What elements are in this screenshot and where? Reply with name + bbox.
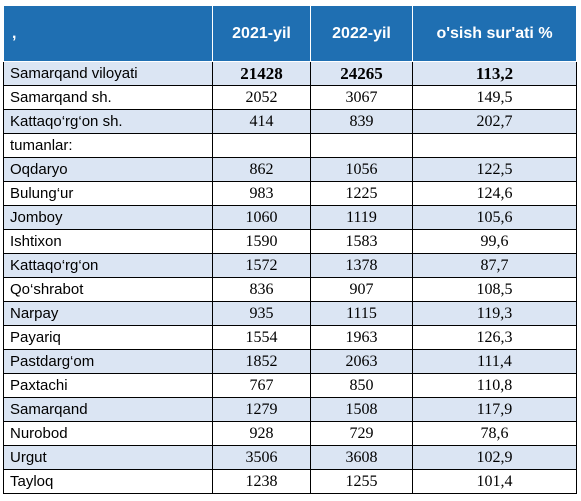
value-2022-cell: 1225 bbox=[310, 181, 413, 206]
header-region: , bbox=[3, 5, 213, 62]
region-name-cell: Kattaqo‘rg‘on sh. bbox=[3, 109, 213, 134]
table-row: Kattaqo‘rg‘on sh. 414 839 202,7 bbox=[3, 109, 577, 134]
value-2021-cell: 1060 bbox=[212, 205, 311, 230]
table-row: Kattaqo‘rg‘on 1572 1378 87,7 bbox=[3, 253, 577, 278]
table-row: Urgut 3506 3608 102,9 bbox=[3, 445, 577, 470]
value-2021-cell: 862 bbox=[212, 157, 311, 182]
table-row: Samarqand viloyati 21428 24265 113,2 bbox=[3, 61, 577, 86]
value-2021-cell: 935 bbox=[212, 301, 311, 326]
region-name-cell: Jomboy bbox=[3, 205, 213, 230]
region-name-cell: Qo‘shrabot bbox=[3, 277, 213, 302]
growth-rate-cell bbox=[412, 133, 577, 158]
value-2021-cell: 928 bbox=[212, 421, 311, 446]
value-2021-cell: 1238 bbox=[212, 469, 311, 494]
value-2022-cell: 1255 bbox=[310, 469, 413, 494]
value-2021-cell: 1554 bbox=[212, 325, 311, 350]
region-name-cell: tumanlar: bbox=[3, 133, 213, 158]
value-2021-cell bbox=[212, 133, 311, 158]
value-2022-cell: 1963 bbox=[310, 325, 413, 350]
region-name-cell: Paxtachi bbox=[3, 373, 213, 398]
region-name-cell: Kattaqo‘rg‘on bbox=[3, 253, 213, 278]
header-row: , 2021-yil 2022-yil o'sish sur'ati % bbox=[3, 5, 577, 62]
table-row: tumanlar: bbox=[3, 133, 577, 158]
growth-rate-cell: 122,5 bbox=[412, 157, 577, 182]
value-2022-cell: 1378 bbox=[310, 253, 413, 278]
value-2022-cell: 1119 bbox=[310, 205, 413, 230]
value-2022-cell: 907 bbox=[310, 277, 413, 302]
region-name-cell: Samarqand viloyati bbox=[3, 61, 213, 86]
region-name-cell: Samarqand sh. bbox=[3, 85, 213, 110]
value-2021-cell: 21428 bbox=[212, 61, 311, 86]
value-2022-cell: 1115 bbox=[310, 301, 413, 326]
growth-rate-cell: 149,5 bbox=[412, 85, 577, 110]
region-name-cell: Bulung‘ur bbox=[3, 181, 213, 206]
growth-rate-cell: 101,4 bbox=[412, 469, 577, 494]
region-name-cell: Nurobod bbox=[3, 421, 213, 446]
value-2021-cell: 983 bbox=[212, 181, 311, 206]
growth-rate-cell: 117,9 bbox=[412, 397, 577, 422]
value-2021-cell: 1279 bbox=[212, 397, 311, 422]
table-row: Bulung‘ur 983 1225 124,6 bbox=[3, 181, 577, 206]
value-2022-cell: 3067 bbox=[310, 85, 413, 110]
value-2021-cell: 836 bbox=[212, 277, 311, 302]
growth-rate-cell: 108,5 bbox=[412, 277, 577, 302]
table-row: Samarqand sh. 2052 3067 149,5 bbox=[3, 85, 577, 110]
region-name-cell: Pastdarg‘om bbox=[3, 349, 213, 374]
growth-rate-cell: 124,6 bbox=[412, 181, 577, 206]
growth-rate-cell: 105,6 bbox=[412, 205, 577, 230]
header-growth-rate: o'sish sur'ati % bbox=[412, 5, 577, 62]
table-body: Samarqand viloyati 21428 24265 113,2 Samarqa… bbox=[3, 61, 577, 494]
value-2021-cell: 1852 bbox=[212, 349, 311, 374]
table-row: Samarqand 1279 1508 117,9 bbox=[3, 397, 577, 422]
table-row: Jomboy 1060 1119 105,6 bbox=[3, 205, 577, 230]
statistics-table: , 2021-yil 2022-yil o'sish sur'ati % Sam… bbox=[3, 5, 577, 494]
value-2022-cell bbox=[310, 133, 413, 158]
table-header: , 2021-yil 2022-yil o'sish sur'ati % bbox=[3, 5, 577, 62]
value-2022-cell: 24265 bbox=[310, 61, 413, 86]
growth-rate-cell: 87,7 bbox=[412, 253, 577, 278]
table-row: Qo‘shrabot 836 907 108,5 bbox=[3, 277, 577, 302]
region-name-cell: Urgut bbox=[3, 445, 213, 470]
growth-rate-cell: 78,6 bbox=[412, 421, 577, 446]
growth-rate-cell: 99,6 bbox=[412, 229, 577, 254]
value-2021-cell: 767 bbox=[212, 373, 311, 398]
table-row: Ishtixon 1590 1583 99,6 bbox=[3, 229, 577, 254]
value-2022-cell: 729 bbox=[310, 421, 413, 446]
growth-rate-cell: 102,9 bbox=[412, 445, 577, 470]
region-name-cell: Oqdaryo bbox=[3, 157, 213, 182]
region-name-cell: Narpay bbox=[3, 301, 213, 326]
growth-rate-cell: 113,2 bbox=[412, 61, 577, 86]
region-name-cell: Payariq bbox=[3, 325, 213, 350]
value-2021-cell: 1572 bbox=[212, 253, 311, 278]
value-2021-cell: 2052 bbox=[212, 85, 311, 110]
value-2021-cell: 414 bbox=[212, 109, 311, 134]
table-row: Nurobod 928 729 78,6 bbox=[3, 421, 577, 446]
growth-rate-cell: 126,3 bbox=[412, 325, 577, 350]
value-2022-cell: 3608 bbox=[310, 445, 413, 470]
header-2022: 2022-yil bbox=[310, 5, 413, 62]
growth-rate-cell: 111,4 bbox=[412, 349, 577, 374]
growth-rate-cell: 110,8 bbox=[412, 373, 577, 398]
table-row: Pastdarg‘om 1852 2063 111,4 bbox=[3, 349, 577, 374]
table-row: Oqdaryo 862 1056 122,5 bbox=[3, 157, 577, 182]
value-2022-cell: 850 bbox=[310, 373, 413, 398]
growth-rate-cell: 119,3 bbox=[412, 301, 577, 326]
region-name-cell: Samarqand bbox=[3, 397, 213, 422]
header-2021: 2021-yil bbox=[212, 5, 311, 62]
value-2022-cell: 839 bbox=[310, 109, 413, 134]
value-2022-cell: 1056 bbox=[310, 157, 413, 182]
growth-rate-cell: 202,7 bbox=[412, 109, 577, 134]
region-name-cell: Ishtixon bbox=[3, 229, 213, 254]
table-row: Paxtachi 767 850 110,8 bbox=[3, 373, 577, 398]
value-2022-cell: 2063 bbox=[310, 349, 413, 374]
value-2022-cell: 1583 bbox=[310, 229, 413, 254]
value-2021-cell: 1590 bbox=[212, 229, 311, 254]
region-name-cell: Tayloq bbox=[3, 469, 213, 494]
value-2022-cell: 1508 bbox=[310, 397, 413, 422]
table-row: Payariq 1554 1963 126,3 bbox=[3, 325, 577, 350]
table-row: Narpay 935 1115 119,3 bbox=[3, 301, 577, 326]
value-2021-cell: 3506 bbox=[212, 445, 311, 470]
table-row: Tayloq 1238 1255 101,4 bbox=[3, 469, 577, 494]
